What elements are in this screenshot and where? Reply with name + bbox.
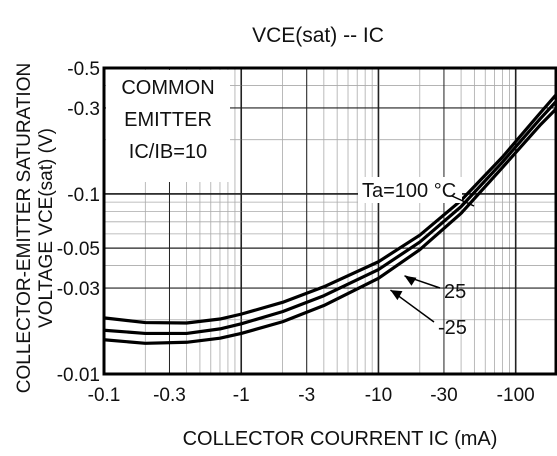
condition-box-line: IC/IB=10	[129, 141, 207, 163]
y-axis-label: COLLECTOR-EMITTER SATURATION	[14, 63, 35, 393]
y-tick-label: -0.1	[67, 185, 100, 206]
y-tick-label: -0.5	[67, 59, 100, 80]
y-tick-label: -0.05	[57, 239, 100, 260]
series-line-1	[103, 106, 557, 345]
x-tick-label: -1	[233, 385, 250, 406]
y-axis-label: VOLTAGE VCE(sat) (V)	[36, 128, 57, 328]
y-tick-label: -0.01	[57, 365, 100, 386]
plot-frame	[102, 66, 557, 376]
x-tick-label: -0.1	[88, 385, 121, 406]
condition-box	[106, 70, 230, 182]
series-label-ta100: Ta=100 °C	[362, 180, 456, 202]
axes	[102, 66, 557, 376]
series-lines	[103, 92, 557, 345]
arrowhead-minus25	[390, 290, 403, 301]
x-tick-label: -100	[497, 385, 535, 406]
arrowhead-25	[404, 275, 417, 286]
x-tick-label: -30	[430, 385, 457, 406]
series-label-bg	[358, 177, 462, 203]
series-line-2	[103, 99, 557, 336]
series-label-25: 25	[444, 281, 466, 303]
series-line-3	[103, 92, 557, 325]
chart-title: VCE(sat) -- IC	[252, 24, 384, 47]
condition-box-line: COMMON	[121, 77, 214, 99]
labels: -0.1 -0.3 -1 -3 -10 -30 -100 -0.5 -0.3 -0.1 -0.05 -…	[14, 24, 535, 450]
condition-box-line: EMITTER	[124, 109, 212, 131]
x-tick-label: -10	[365, 385, 392, 406]
x-tick-label: -3	[298, 385, 315, 406]
series-label-minus25: -25	[438, 317, 467, 339]
y-tick-label: -0.3	[67, 99, 100, 120]
x-axis-label: COLLECTOR COURRENT IC (mA)	[183, 428, 498, 450]
leader-line-ta100	[451, 195, 475, 207]
x-tick-label: -0.3	[153, 385, 186, 406]
y-tick-label: -0.03	[57, 279, 100, 300]
